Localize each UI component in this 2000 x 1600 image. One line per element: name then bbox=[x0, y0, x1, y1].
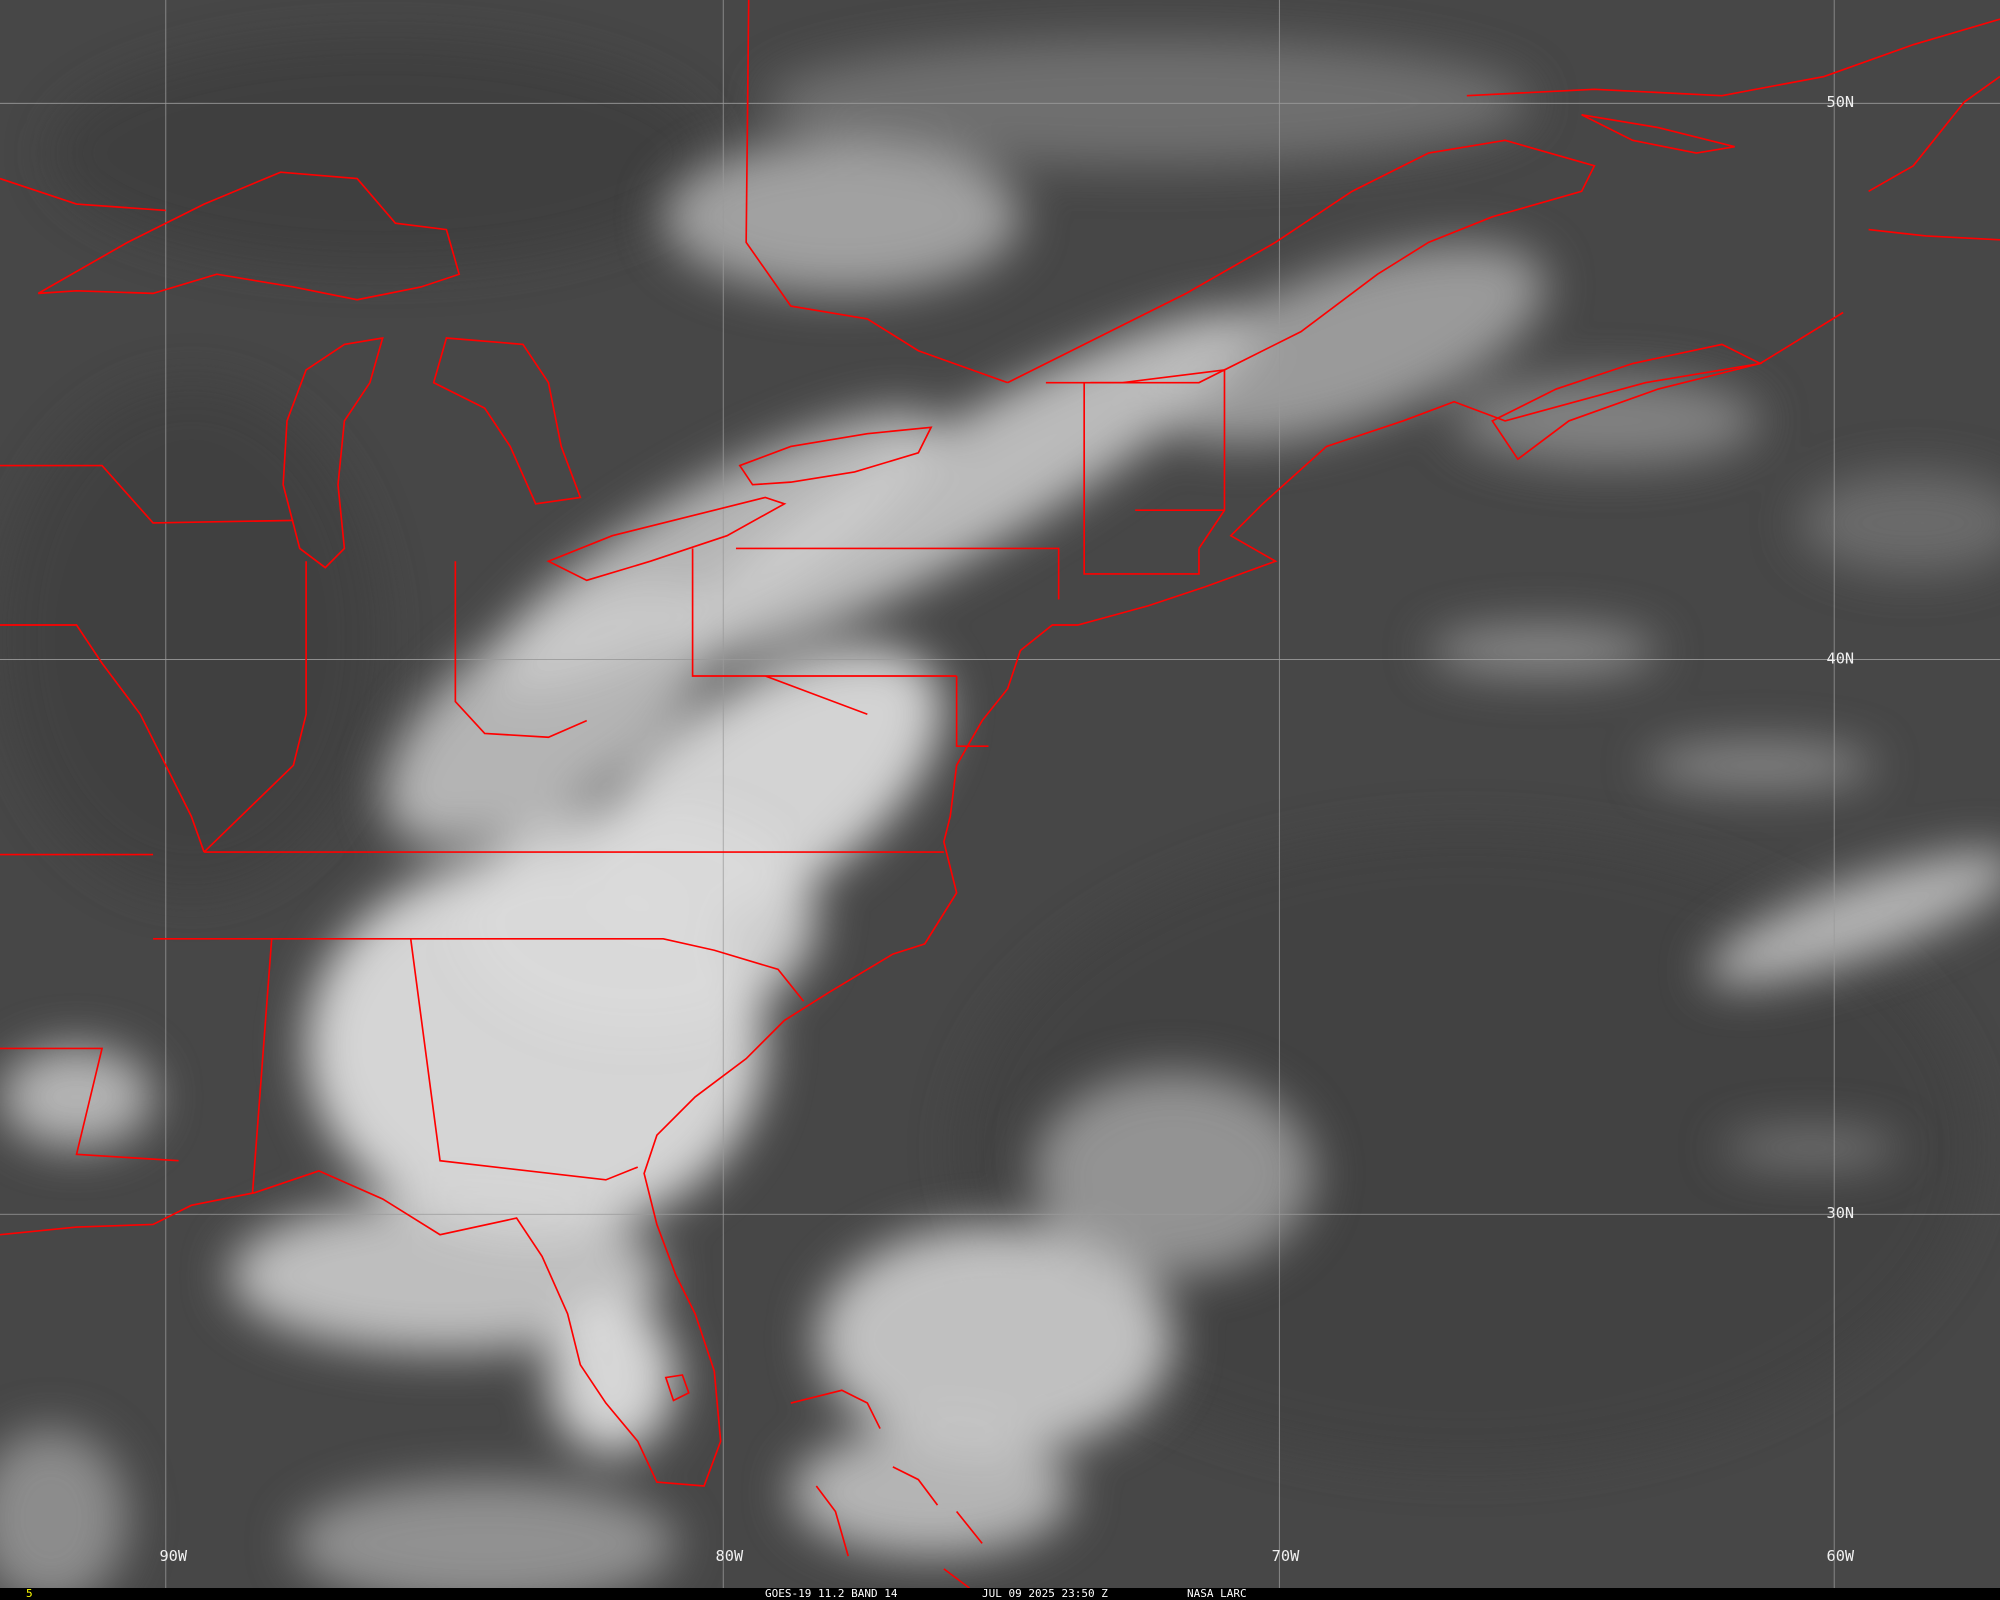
info-bar: 5 GOES-19 11.2 BAND 14 JUL 09 2025 23:50… bbox=[0, 1588, 2000, 1600]
newfoundland bbox=[1581, 113, 1735, 154]
cloud-cover bbox=[0, 38, 2000, 1588]
lake-huron bbox=[432, 337, 582, 505]
timestamp: JUL 09 2025 23:50 Z bbox=[982, 1587, 1108, 1600]
frame-number: 5 bbox=[26, 1587, 33, 1600]
lake-okeechobee bbox=[664, 1374, 690, 1402]
product-label: GOES-19 11.2 BAND 14 bbox=[765, 1587, 898, 1600]
lon-label-60w: 60W bbox=[1827, 1547, 1855, 1565]
lat-label-50n: 50N bbox=[1827, 93, 1855, 111]
us-canada-border bbox=[0, 0, 1008, 384]
east-coastline bbox=[0, 311, 1844, 1487]
lake-michigan bbox=[282, 336, 384, 569]
lake-ontario bbox=[738, 426, 933, 486]
state-borders bbox=[0, 368, 1226, 1193]
st-lawrence-shore bbox=[1007, 139, 1596, 384]
source-label: NASA LARC bbox=[1187, 1587, 1247, 1600]
lat-label-30n: 30N bbox=[1827, 1204, 1855, 1222]
lon-label-80w: 80W bbox=[716, 1547, 744, 1565]
cuba-bahamas bbox=[790, 1389, 983, 1588]
nova-scotia bbox=[1491, 343, 1763, 461]
lat-label-40n: 40N bbox=[1827, 649, 1855, 667]
lon-label-90w: 90W bbox=[159, 1547, 187, 1565]
lon-label-70w: 70W bbox=[1272, 1547, 1300, 1565]
dark-regions bbox=[0, 38, 1978, 1467]
grid-labels: 90W 80W 70W 60W 50N 40N 30N bbox=[159, 93, 1854, 1565]
lake-superior bbox=[37, 171, 461, 301]
labrador-coast bbox=[1466, 18, 2000, 241]
lake-erie bbox=[546, 496, 787, 582]
